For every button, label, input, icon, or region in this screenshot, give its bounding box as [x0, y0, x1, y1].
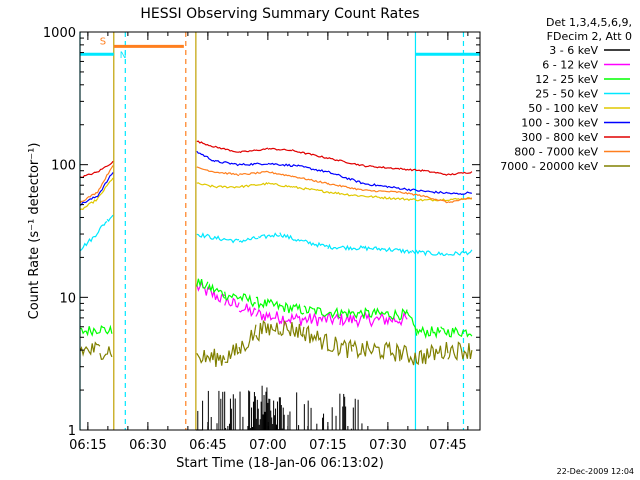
series-line — [79, 319, 473, 368]
series-3-6-kev-spikes — [197, 385, 363, 430]
y-tick-label-2: 100 — [51, 159, 76, 174]
x-axis-label: Start Time (18-Jan-06 06:13:02) — [176, 456, 384, 471]
x-tick-label-2: 06:45 — [189, 438, 226, 453]
series-7000-20000-kev — [79, 319, 473, 368]
plot-area: NS — [79, 32, 480, 430]
series-300-800-kev — [79, 140, 473, 179]
legend-label-4: 50 - 100 keV — [528, 102, 598, 115]
legend-label-7: 800 - 7000 keV — [514, 146, 598, 159]
series-line — [196, 280, 408, 329]
legend-label-5: 100 - 300 keV — [521, 117, 598, 130]
legend-label-8: 7000 - 20000 keV — [500, 160, 598, 173]
series-25-50-kev — [79, 214, 473, 257]
series-100-300-kev — [79, 150, 473, 207]
x-tick-label-0: 06:15 — [69, 438, 106, 453]
plot-frame — [79, 31, 481, 431]
series-50-100-kev — [79, 177, 473, 211]
y-tick-label-0: 1 — [68, 424, 76, 439]
legend-header-line-1: Det 1,3,4,5,6,9, — [546, 16, 632, 29]
y-axis: 1 10 100 1000 — [43, 26, 480, 439]
legend: Det 1,3,4,5,6,9, FDecim 2, Att 0 3 - 6 k… — [500, 16, 632, 173]
x-tick-label-1: 06:30 — [129, 438, 166, 453]
series-group — [79, 140, 473, 431]
series-line — [79, 177, 473, 211]
series-line — [79, 278, 473, 339]
series-line — [79, 165, 473, 204]
chart-title: HESSI Observing Summary Count Rates — [140, 6, 419, 22]
y-tick-label-3: 1000 — [43, 26, 76, 41]
x-tick-label-3: 07:00 — [249, 438, 286, 453]
legend-header-line-2: FDecim 2, Att 0 — [547, 30, 632, 43]
legend-label-3: 25 - 50 keV — [535, 88, 598, 101]
footer-date: 22-Dec-2009 12:04 — [557, 467, 634, 476]
series-line — [79, 140, 473, 179]
x-tick-label-6: 07:45 — [429, 438, 466, 453]
series-800-7000-kev — [79, 165, 473, 204]
series-line — [79, 150, 473, 207]
legend-label-1: 6 - 12 keV — [542, 59, 598, 72]
y-tick-label-1: 10 — [59, 291, 76, 306]
series-6-12-kev — [196, 280, 408, 329]
legend-label-0: 3 - 6 keV — [549, 44, 598, 57]
x-tick-label-5: 07:30 — [369, 438, 406, 453]
x-axis: 06:15 06:30 06:45 07:00 07:15 07:30 07:45 — [69, 32, 469, 453]
night-bar-label-0: N — [120, 51, 127, 61]
y-axis-label: Count Rate (s⁻¹ detector⁻¹) — [27, 143, 42, 320]
attenuator-bar-label: S — [100, 36, 106, 47]
legend-label-6: 300 - 800 keV — [521, 131, 598, 144]
legend-label-2: 12 - 25 keV — [535, 73, 598, 86]
x-tick-label-4: 07:15 — [309, 438, 346, 453]
series-12-25-kev — [79, 278, 473, 339]
series-line — [79, 214, 473, 257]
